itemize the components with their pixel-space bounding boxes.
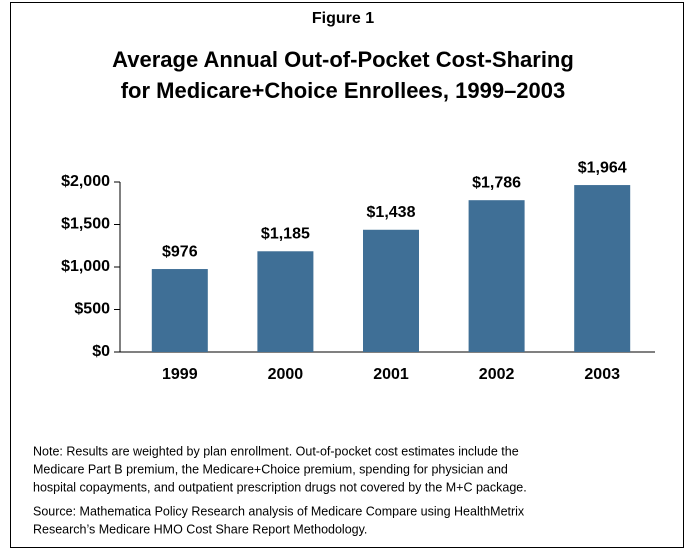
bar <box>257 251 314 352</box>
y-tick-label: $2,000 <box>61 173 110 190</box>
value-label: $1,786 <box>472 174 521 191</box>
value-label: $1,964 <box>578 159 627 176</box>
value-label: $976 <box>162 243 198 260</box>
note: Medicare Part B premium, the Medicare+Ch… <box>33 462 508 476</box>
chart-title: Average Annual Out-of-Pocket Cost-Sharin… <box>112 47 574 72</box>
value-label: $1,438 <box>367 204 416 221</box>
x-tick-label: 2002 <box>479 366 515 383</box>
source: Source: Mathematica Policy Research anal… <box>33 504 525 518</box>
bar <box>151 269 208 352</box>
y-tick-label: $500 <box>74 301 110 318</box>
bar <box>468 200 525 352</box>
x-tick-label: 2000 <box>268 366 304 383</box>
frame <box>10 2 684 548</box>
y-tick-label: $1,500 <box>61 216 110 233</box>
bar <box>363 229 419 352</box>
y-tick-label: $0 <box>92 343 110 360</box>
y-tick-label: $1,000 <box>61 258 110 275</box>
source: Research’s Medicare HMO Cost Share Repor… <box>33 522 367 536</box>
x-tick-label: 2003 <box>584 366 620 383</box>
x-tick-label: 1999 <box>162 366 198 383</box>
value-label: $1,185 <box>261 225 310 242</box>
note: hospital copayments, and outpatient pres… <box>33 480 527 494</box>
x-tick-label: 2001 <box>373 366 409 383</box>
bar <box>574 185 631 352</box>
figure-label: Figure 1 <box>312 10 374 27</box>
chart-title: for Medicare+Choice Enrollees, 1999–2003 <box>121 78 566 103</box>
note: Note: Results are weighted by plan enrol… <box>33 444 519 458</box>
